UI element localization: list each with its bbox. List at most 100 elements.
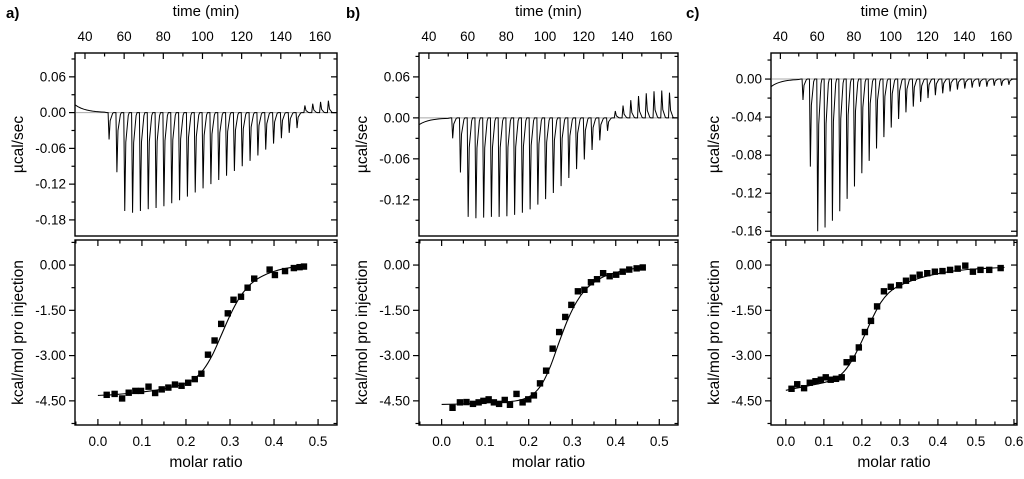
panel-c-data-point	[939, 267, 946, 275]
panel-a-molar-tick-label: 0.2	[177, 434, 196, 449]
panel-a-binding-points	[103, 263, 308, 402]
panel-b-data-point	[599, 269, 607, 277]
panel-c-ucal-tick-label: -0.08	[731, 148, 762, 163]
panel-c-time-tick-label: 80	[846, 29, 861, 44]
panel-c-time-tick-label: 40	[773, 29, 788, 44]
panel-b-data-point	[456, 399, 464, 406]
panel-b-data-point	[581, 286, 588, 293]
panel-a-molar-tick-label: 0.4	[265, 434, 284, 449]
panel-b-data-point	[619, 268, 626, 275]
panel-a-data-point	[230, 296, 237, 303]
panel-a-data-point	[137, 387, 145, 395]
panel-a-time-tick-label: 120	[230, 29, 253, 44]
panel-a-molar-tick-label: 0.5	[309, 434, 328, 449]
panel-c-data-point	[946, 266, 954, 274]
panel-a-kcal-tick-label: -4.50	[35, 393, 66, 408]
panel-b-time-tick-label: 120	[572, 29, 595, 44]
panel-c-binding-fit-curve	[785, 266, 1005, 391]
panel-b-time-tick-label: 140	[611, 29, 634, 44]
panel-a-data-point	[184, 379, 192, 386]
panel-c-molar-tick-label: 0.0	[776, 434, 795, 449]
panel-b-data-point	[480, 397, 487, 405]
panel-c-data-point	[843, 359, 850, 366]
panel-c-data-point	[962, 262, 969, 269]
panel-c-time-tick-label: 100	[879, 29, 902, 44]
panel-c-kcal-axis-title: kcal/mol pro injection	[706, 260, 723, 405]
panel-b-molar-tick-label: 0.1	[476, 434, 495, 449]
panel-c-kcal-tick-label: -1.50	[731, 303, 762, 318]
panel-b-molar-tick-label: 0.0	[432, 434, 451, 449]
panel-c-data-point	[977, 266, 984, 274]
panel-a-time-tick-label: 40	[77, 29, 92, 44]
panel-a-time-tick-label: 160	[309, 29, 332, 44]
panel-c-molar-tick-label: 0.1	[814, 434, 833, 449]
panel-a-data-point	[296, 263, 303, 271]
panel-c-data-point	[849, 355, 856, 362]
panel-c-ucal-tick-label: -0.16	[731, 224, 762, 239]
panel-b-data-point	[513, 390, 520, 398]
panel-a-kcal-tick-label: -3.00	[35, 348, 66, 363]
panel-a-data-point	[271, 271, 279, 279]
panel-a-data-point	[251, 275, 258, 282]
panel-b-kcal-tick-label: 0.00	[384, 258, 410, 273]
panel-a-ucal-tick-label: -0.12	[35, 177, 66, 192]
panel-a-data-point	[211, 337, 218, 344]
panel-b-molar-tick-label: 0.5	[650, 434, 669, 449]
panel-a-data-point	[217, 320, 225, 328]
panel-a-ucal-axis-title: µcal/sec	[10, 116, 27, 173]
panel-b-data-point	[490, 399, 498, 406]
panel-c-data-point	[931, 268, 939, 275]
panel-a-kcal-tick-label: 0.00	[40, 258, 66, 273]
panel-a-time-tick-label: 80	[156, 29, 171, 44]
panel-c-data-point	[788, 385, 795, 392]
panel-b-kcal-tick-label: -3.00	[379, 348, 410, 363]
panel-a-data-point	[158, 386, 165, 393]
panel-a-ucal-tick-label: -0.06	[35, 141, 66, 156]
panel-b-data-point	[449, 404, 456, 411]
panel-b-thermogram-trace	[418, 90, 677, 219]
panel-c-data-point	[909, 274, 917, 281]
panel-b-data-point	[568, 301, 575, 309]
panel-c-data-point	[924, 269, 931, 277]
panel-label-a: a)	[6, 5, 20, 22]
panel-b-ucal-tick-label: 0.06	[384, 69, 410, 84]
panel-b-data-point	[555, 328, 563, 336]
panel-c-data-point	[861, 328, 869, 336]
panel-b-data-point	[626, 266, 633, 273]
panel-b-data-point	[562, 313, 569, 321]
panel-c-ucal-tick-label: 0.00	[736, 72, 762, 87]
panel-b-data-point	[501, 396, 508, 404]
panel-a-thermogram-trace	[74, 100, 336, 213]
panel-b-time-tick-label: 80	[499, 29, 514, 44]
panel-a-data-point	[244, 284, 251, 291]
panel-b-molar-tick-label: 0.4	[606, 434, 625, 449]
panel-a-time-tick-label: 100	[191, 29, 214, 44]
panel-c-data-point	[954, 265, 961, 272]
panel-c-data-point	[794, 381, 801, 388]
panel-c-kcal-tick-label: -4.50	[731, 393, 762, 408]
panel-b-molar-tick-label: 0.3	[563, 434, 582, 449]
panel-b-data-point	[506, 401, 514, 408]
panel-a-kcal-tick-label: -1.50	[35, 303, 66, 318]
panel-c-ucal-axis-title: µcal/sec	[706, 116, 723, 173]
panel-c-molar-tick-label: 0.6	[1005, 434, 1024, 449]
panel-c-thermogram-trace	[770, 78, 1016, 232]
panel-a-ucal-tick-label: 0.06	[40, 69, 66, 84]
panel-a-data-point	[132, 387, 139, 395]
panel-c-ucal-tick-label: -0.12	[731, 186, 762, 201]
panel-b-time-tick-label: 100	[534, 29, 557, 44]
panel-a-ucal-tick-label: 0.00	[40, 105, 66, 120]
panel-b-data-point	[469, 400, 477, 408]
panel-b-data-point	[612, 271, 620, 278]
panel-c-data-point	[838, 374, 845, 381]
panel-a-thermo-frame	[74, 52, 338, 237]
panel-b-data-point	[587, 279, 595, 286]
itc-panel-a: a) time (min) 40 60 80 100 120 140 160 0.06 0.00 -…	[0, 0, 340, 479]
panel-a-data-point	[178, 382, 185, 389]
panel-c-time-tick-label: 140	[953, 29, 976, 44]
panel-c-molar-tick-label: 0.5	[967, 434, 986, 449]
panel-a-data-point	[224, 310, 231, 317]
panel-a-data-point	[198, 370, 205, 377]
panel-b-data-point	[530, 392, 538, 399]
panel-b-data-point	[525, 396, 532, 403]
